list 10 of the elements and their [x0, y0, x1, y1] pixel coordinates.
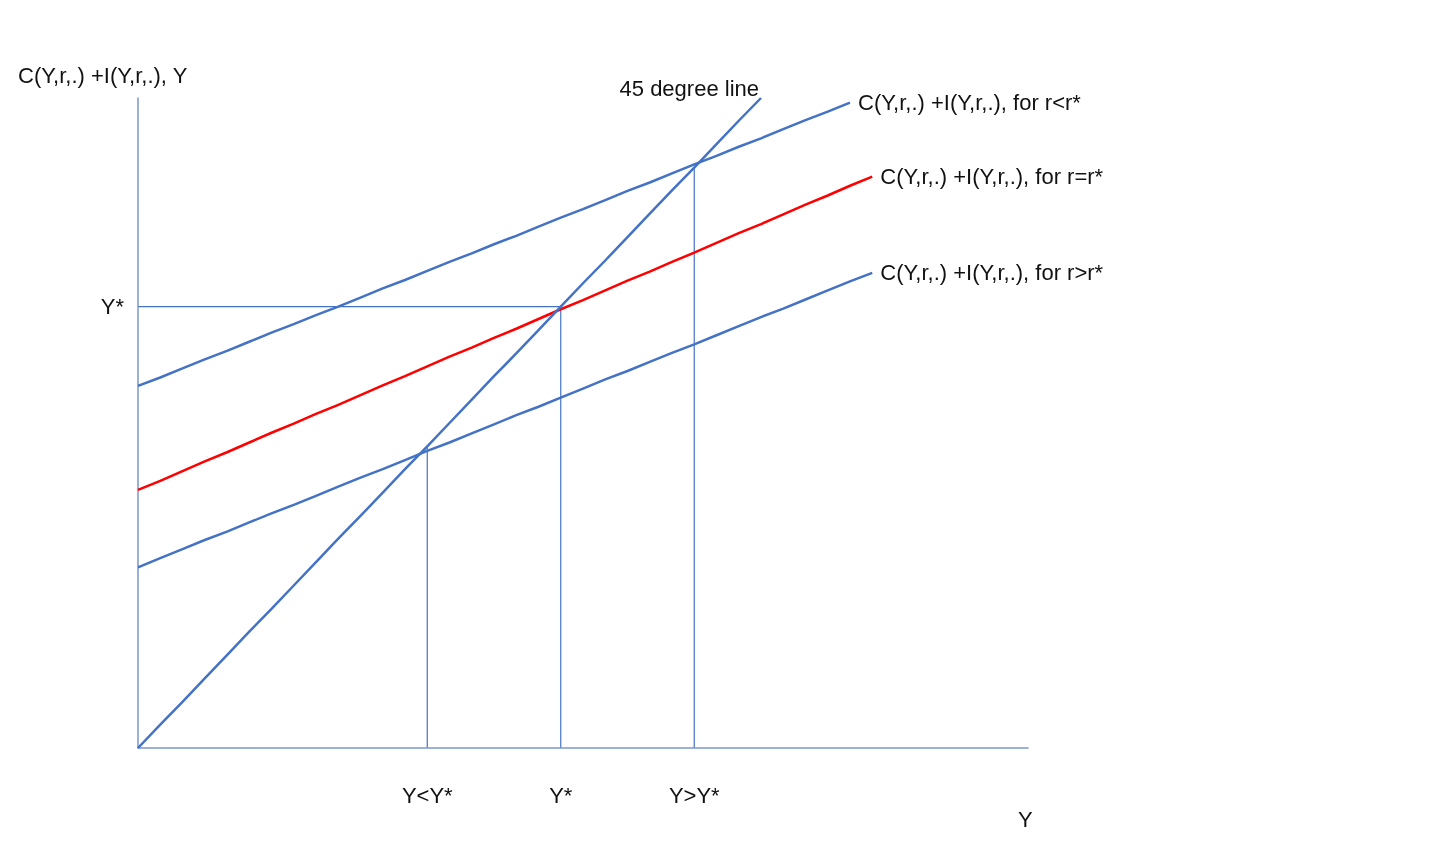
series-label: C(Y,r,.) +I(Y,r,.), for r>r* [880, 260, 1104, 286]
ref-line-label: Y* [100, 294, 125, 320]
x-axis-title: Y [1018, 806, 1033, 832]
series-label: C(Y,r,.) +I(Y,r,.), for r<r* [858, 90, 1082, 116]
x-tick-label: Y>Y* [668, 782, 721, 808]
x-tick-label: Y<Y* [401, 782, 454, 808]
y-axis-title: C(Y,r,.) +I(Y,r,.), Y [18, 62, 188, 88]
x-tick-label: Y* [549, 782, 573, 808]
series-label: 45 degree line [619, 75, 759, 101]
series-label: C(Y,r,.) +I(Y,r,.), for r=r* [880, 164, 1104, 190]
